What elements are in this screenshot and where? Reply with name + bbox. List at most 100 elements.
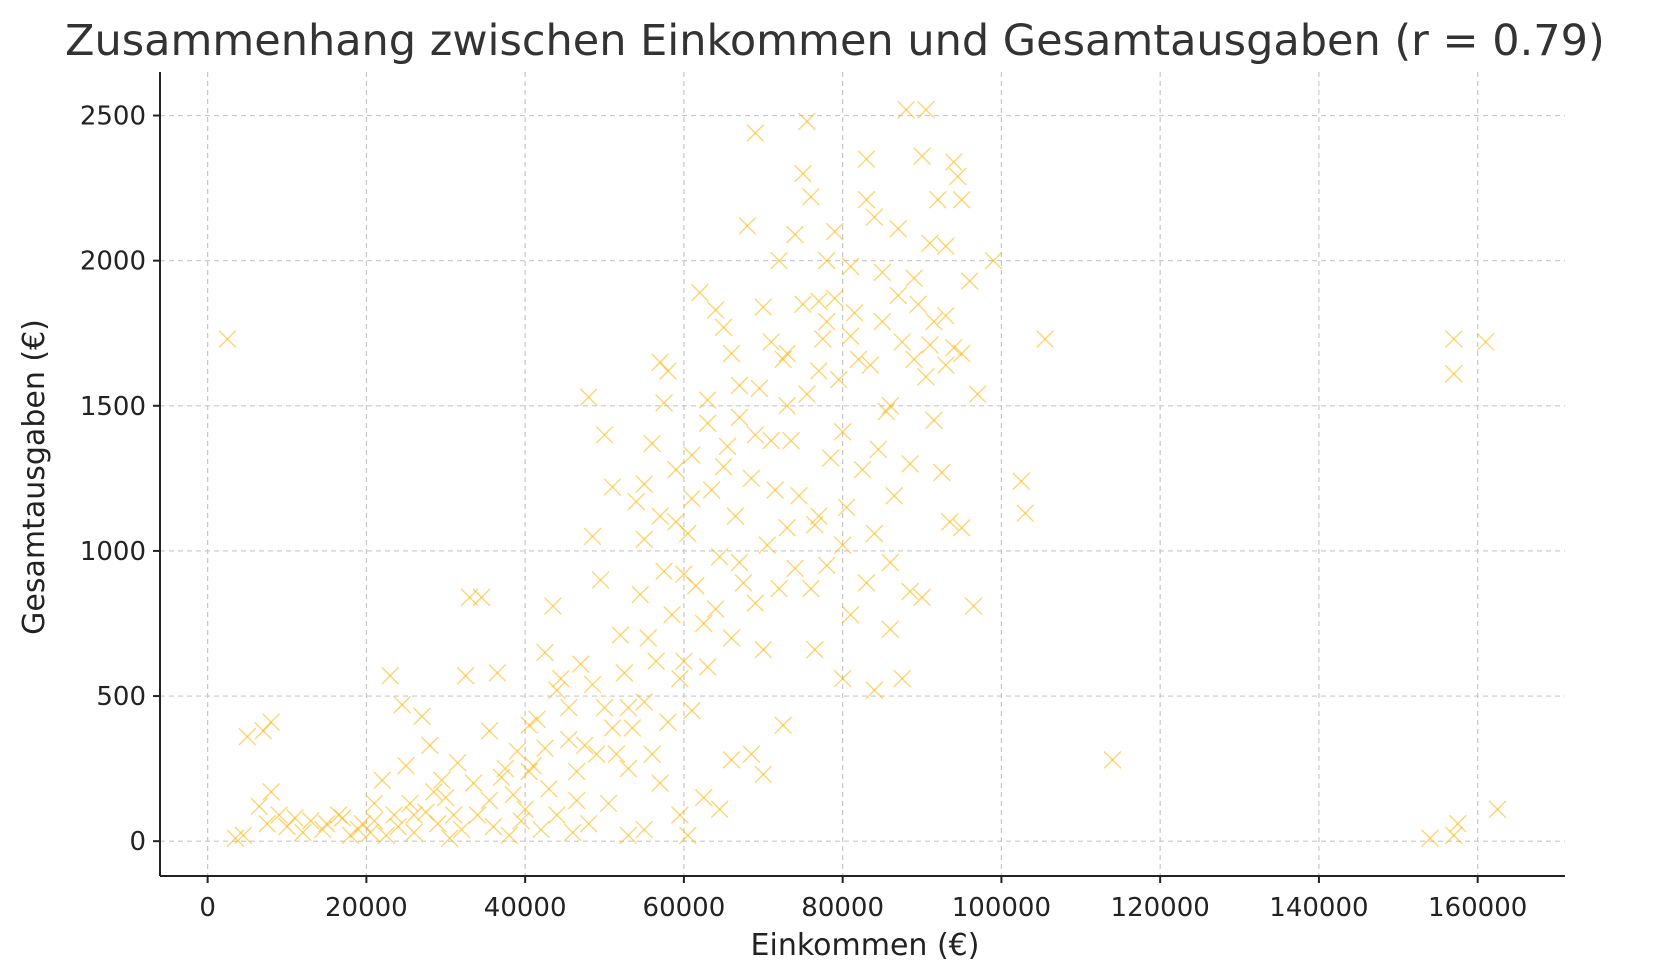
- data-point: [302, 812, 320, 830]
- data-point: [865, 208, 884, 226]
- y-tick-label: 2000: [80, 247, 146, 277]
- data-point: [762, 333, 780, 351]
- data-point: [913, 147, 931, 165]
- data-point: [730, 553, 749, 572]
- data-point: [381, 667, 399, 685]
- data-point: [548, 681, 566, 699]
- data-point: [1476, 333, 1495, 351]
- x-tick-label: 40000: [484, 893, 567, 923]
- data-point: [651, 774, 669, 792]
- data-point: [639, 629, 657, 647]
- data-point: [766, 481, 784, 499]
- data-point: [869, 440, 888, 459]
- data-point: [365, 812, 384, 830]
- data-point: [897, 101, 915, 119]
- y-tick-label: 0: [129, 827, 146, 857]
- data-point: [512, 812, 530, 830]
- data-point: [877, 402, 896, 421]
- data-point: [373, 771, 391, 789]
- data-point: [683, 446, 701, 464]
- data-point: [262, 713, 280, 731]
- data-point: [718, 437, 737, 456]
- data-point: [1488, 800, 1507, 818]
- data-point: [905, 269, 923, 287]
- data-point: [790, 487, 808, 505]
- data-point: [671, 806, 689, 824]
- data-point: [722, 344, 741, 363]
- data-point: [901, 455, 919, 473]
- data-point: [615, 664, 634, 682]
- data-point: [607, 745, 626, 763]
- data-point: [341, 826, 360, 845]
- data-point: [671, 669, 689, 688]
- data-point: [710, 800, 729, 818]
- data-point: [575, 736, 594, 755]
- data-point: [889, 286, 907, 305]
- data-point: [754, 640, 772, 659]
- data-point: [445, 806, 463, 824]
- data-point: [798, 385, 816, 403]
- data-point: [893, 669, 911, 688]
- y-tick-label: 2500: [80, 102, 146, 132]
- data-point: [933, 463, 951, 482]
- data-point: [468, 806, 487, 824]
- data-point: [829, 370, 848, 389]
- data-point: [770, 251, 788, 270]
- data-point: [1445, 330, 1463, 348]
- data-point: [786, 225, 804, 244]
- x-tick-label: 0: [199, 893, 216, 923]
- data-point: [552, 669, 570, 688]
- data-point: [714, 458, 733, 476]
- data-point: [953, 344, 971, 363]
- data-point: [528, 710, 546, 728]
- data-point: [238, 727, 257, 746]
- data-point: [603, 719, 622, 737]
- data-point: [889, 220, 907, 238]
- data-point: [286, 809, 304, 827]
- data-point: [218, 330, 237, 348]
- data-point: [818, 556, 836, 575]
- data-point: [984, 251, 1003, 270]
- data-point: [881, 553, 899, 572]
- data-point: [754, 298, 772, 316]
- data-point: [960, 272, 979, 290]
- data-point: [385, 806, 403, 824]
- data-point: [1036, 330, 1054, 348]
- data-point: [841, 257, 860, 276]
- data-point: [595, 426, 614, 444]
- data-point: [587, 745, 606, 763]
- data-point: [885, 487, 903, 505]
- data-point: [913, 588, 931, 607]
- data-point: [536, 643, 554, 662]
- data-point: [726, 507, 745, 525]
- data-point: [508, 742, 526, 760]
- data-point: [659, 713, 677, 731]
- data-point: [623, 719, 642, 737]
- data-point: [643, 434, 661, 453]
- data-point: [873, 312, 892, 331]
- data-point: [437, 788, 455, 807]
- data-point: [754, 765, 772, 784]
- data-point: [619, 759, 638, 778]
- data-point: [433, 771, 451, 789]
- data-point: [953, 191, 971, 209]
- data-point: [841, 327, 860, 345]
- data-point: [635, 693, 653, 711]
- data-point: [683, 489, 701, 508]
- data-point: [929, 191, 947, 209]
- data-point: [921, 234, 939, 252]
- data-point: [706, 301, 725, 319]
- data-point: [583, 527, 602, 546]
- data-point: [873, 263, 892, 281]
- data-point: [953, 518, 971, 537]
- y-tick-label: 1500: [80, 392, 146, 422]
- data-point: [365, 794, 384, 813]
- data-point: [464, 774, 483, 792]
- data-point: [472, 588, 491, 607]
- data-point: [742, 469, 761, 488]
- data-point: [560, 730, 578, 749]
- data-point: [1445, 365, 1463, 383]
- data-point: [294, 823, 312, 842]
- data-point: [532, 820, 550, 839]
